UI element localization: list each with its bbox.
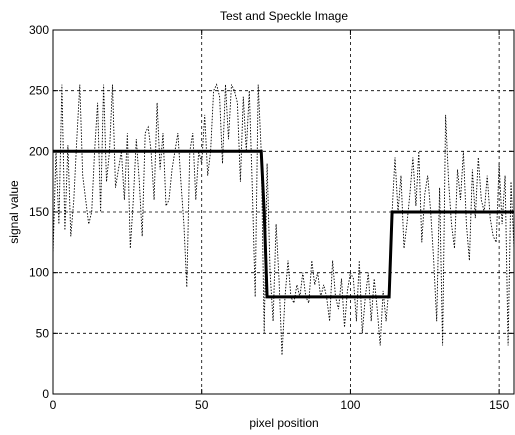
- tick-layer: 0 50 100 150 0 50 100 150 200 250 300: [29, 23, 514, 412]
- y-axis-label: signal value: [7, 180, 21, 244]
- y-tick-label-100: 100: [29, 266, 49, 280]
- y-tick-label-0: 0: [42, 387, 49, 401]
- series-layer: [52, 83, 515, 356]
- y-tick-label-50: 50: [36, 326, 50, 340]
- x-tick-label-100: 100: [340, 398, 360, 412]
- x-axis-label: pixel position: [249, 416, 318, 430]
- y-tick-label-250: 250: [29, 84, 49, 98]
- chart-title: Test and Speckle Image: [220, 9, 348, 23]
- y-tick-label-150: 150: [29, 205, 49, 219]
- x-tick-label-150: 150: [489, 398, 509, 412]
- y-tick-label-200: 200: [29, 144, 49, 158]
- speckle-signal-line: [52, 83, 515, 356]
- x-tick-label-0: 0: [50, 398, 57, 412]
- test-signal-line: [53, 149, 514, 299]
- y-tick-label-300: 300: [29, 23, 49, 37]
- x-tick-label-50: 50: [195, 398, 209, 412]
